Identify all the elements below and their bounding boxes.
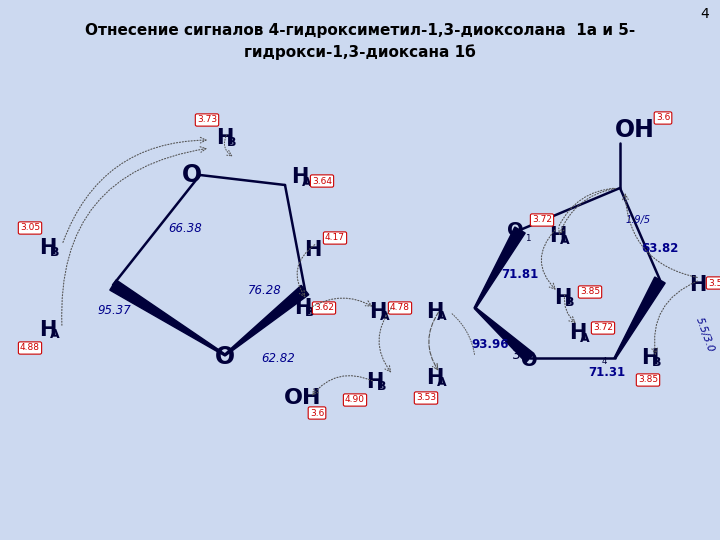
Text: 1.9/5: 1.9/5 xyxy=(626,215,651,225)
Text: 3.62: 3.62 xyxy=(314,303,334,313)
Text: 62.82: 62.82 xyxy=(261,352,295,365)
Polygon shape xyxy=(474,227,525,308)
Text: A: A xyxy=(437,310,447,323)
Text: O: O xyxy=(215,345,235,369)
Text: 4.90: 4.90 xyxy=(345,395,365,404)
Text: 63.82: 63.82 xyxy=(642,241,679,254)
Text: 3.72: 3.72 xyxy=(593,323,613,333)
Text: 3.73: 3.73 xyxy=(197,116,217,125)
Text: B: B xyxy=(50,246,60,260)
Polygon shape xyxy=(614,277,665,359)
Text: $_1$: $_1$ xyxy=(525,232,531,245)
Text: H: H xyxy=(642,348,659,368)
Text: A: A xyxy=(302,176,312,188)
Text: 3.53: 3.53 xyxy=(416,394,436,402)
Text: A: A xyxy=(437,376,447,389)
Text: B: B xyxy=(377,381,387,394)
Text: B: B xyxy=(305,307,315,320)
Text: H: H xyxy=(40,320,57,340)
Text: H: H xyxy=(426,368,444,388)
Text: 71.31: 71.31 xyxy=(588,366,626,379)
Text: A: A xyxy=(50,328,60,341)
Text: OH: OH xyxy=(284,388,322,408)
Text: 4: 4 xyxy=(701,7,709,21)
Text: O: O xyxy=(507,220,523,240)
Text: гидрокси-1,3-диоксана 1б: гидрокси-1,3-диоксана 1б xyxy=(244,44,476,60)
Text: 66.38: 66.38 xyxy=(168,221,202,234)
Text: A: A xyxy=(560,234,570,247)
Text: B: B xyxy=(228,137,237,150)
Text: 76.28: 76.28 xyxy=(248,284,282,296)
Text: 71.81: 71.81 xyxy=(501,268,539,281)
Text: 95.37: 95.37 xyxy=(97,303,131,316)
Text: 4.78: 4.78 xyxy=(390,303,410,313)
Text: 3.6: 3.6 xyxy=(656,113,670,123)
Text: O: O xyxy=(182,163,202,187)
Text: $^4$: $^4$ xyxy=(601,357,608,370)
Text: B: B xyxy=(565,296,575,309)
Text: 5.5/3.0: 5.5/3.0 xyxy=(694,316,716,354)
Text: OH: OH xyxy=(615,118,655,142)
Text: H: H xyxy=(426,302,444,322)
Text: Отнесение сигналов 4-гидроксиметил-1,3-диоксолана  1а и 5-: Отнесение сигналов 4-гидроксиметил-1,3-д… xyxy=(85,23,635,37)
Text: H: H xyxy=(294,298,312,318)
Text: H: H xyxy=(305,240,322,260)
Text: 3.85: 3.85 xyxy=(580,287,600,296)
Text: H: H xyxy=(40,238,57,258)
Text: B: B xyxy=(652,356,662,369)
Text: H: H xyxy=(216,128,234,148)
Text: H: H xyxy=(554,288,572,308)
Polygon shape xyxy=(225,285,309,356)
Text: A: A xyxy=(380,310,390,323)
Text: 4.17: 4.17 xyxy=(325,233,345,242)
Text: H: H xyxy=(292,167,309,187)
Text: 3.72: 3.72 xyxy=(532,215,552,225)
Text: 93.96: 93.96 xyxy=(472,339,509,352)
Text: 4.88: 4.88 xyxy=(20,343,40,353)
Text: H: H xyxy=(570,323,587,343)
Text: 3.05: 3.05 xyxy=(20,224,40,233)
Polygon shape xyxy=(474,307,534,362)
Text: H: H xyxy=(549,226,567,246)
Text: 3.64: 3.64 xyxy=(312,177,332,186)
Text: 3.85: 3.85 xyxy=(638,375,658,384)
Text: H: H xyxy=(689,275,707,295)
Text: H: H xyxy=(369,302,387,322)
Text: $^3$O: $^3$O xyxy=(511,349,539,371)
Text: H: H xyxy=(366,372,384,392)
Text: A: A xyxy=(580,332,590,345)
Text: 3.6: 3.6 xyxy=(310,408,324,417)
Text: 3.56: 3.56 xyxy=(708,279,720,287)
Polygon shape xyxy=(110,280,225,356)
